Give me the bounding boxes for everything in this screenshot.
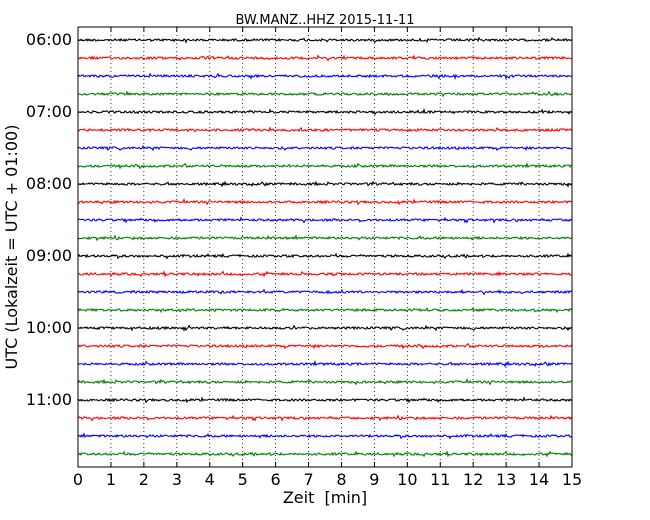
trace-0845: [77, 234, 573, 242]
trace-0930: [77, 288, 573, 296]
trace-1000: [77, 324, 573, 332]
trace-0645: [77, 90, 573, 98]
x-tick-label: 3: [172, 470, 182, 489]
trace-1115: [77, 414, 573, 422]
trace-0815: [77, 197, 573, 206]
x-tick-label: 14: [529, 470, 549, 489]
trace-0745: [77, 161, 573, 170]
x-tick-label: 2: [139, 470, 149, 489]
chart-title: BW.MANZ..HHZ 2015-11-11: [235, 13, 414, 28]
trace-0700: [77, 107, 573, 116]
x-tick-label: 0: [73, 470, 83, 489]
trace-0600: [77, 36, 573, 44]
plot-frame: [77, 26, 573, 468]
x-axis-label: Zeit [min]: [283, 488, 367, 507]
trace-1145: [77, 450, 573, 458]
trace-0730: [77, 144, 573, 152]
trace-0800: [77, 180, 573, 188]
trace-1045: [77, 377, 573, 386]
x-tick-label: 10: [397, 470, 417, 489]
y-tick-label: 11:00: [26, 390, 72, 409]
x-tick-label: 15: [562, 470, 582, 489]
trace-1130: [77, 432, 573, 440]
x-tick-label: 1: [106, 470, 116, 489]
x-tick-label: 5: [238, 470, 248, 489]
x-tick-label: 8: [336, 470, 346, 489]
x-tick-label: 9: [369, 470, 379, 489]
x-tick-label: 13: [496, 470, 516, 489]
trace-0830: [77, 216, 573, 224]
trace-0715: [77, 126, 573, 133]
grid-lines: [110, 27, 540, 467]
y-tick-label: 07:00: [26, 102, 72, 121]
y-axis-label: UTC (Lokalzeit = UTC + 01:00): [2, 125, 21, 370]
traces: [77, 36, 573, 458]
trace-1015: [77, 342, 573, 350]
trace-1100: [77, 396, 573, 404]
x-ticks: 0 1 2 3 4 5 6 7 8 9 10 11 12 13 14 15: [73, 27, 582, 489]
trace-0945: [77, 306, 573, 314]
trace-1030: [77, 359, 573, 368]
y-ticks: 06:00 07:00 08:00 09:00 10:00 11:00: [26, 30, 572, 409]
x-tick-label: 7: [303, 470, 313, 489]
x-tick-label: 12: [463, 470, 483, 489]
x-tick-label: 4: [205, 470, 215, 489]
y-tick-label: 10:00: [26, 318, 72, 337]
y-tick-label: 08:00: [26, 174, 72, 193]
x-tick-label: 11: [430, 470, 450, 489]
x-tick-label: 6: [271, 470, 281, 489]
y-tick-label: 09:00: [26, 246, 72, 265]
trace-0915: [77, 270, 573, 278]
y-tick-label: 06:00: [26, 30, 72, 49]
trace-0900: [77, 252, 573, 260]
trace-0615: [77, 54, 573, 62]
trace-0630: [77, 72, 573, 81]
